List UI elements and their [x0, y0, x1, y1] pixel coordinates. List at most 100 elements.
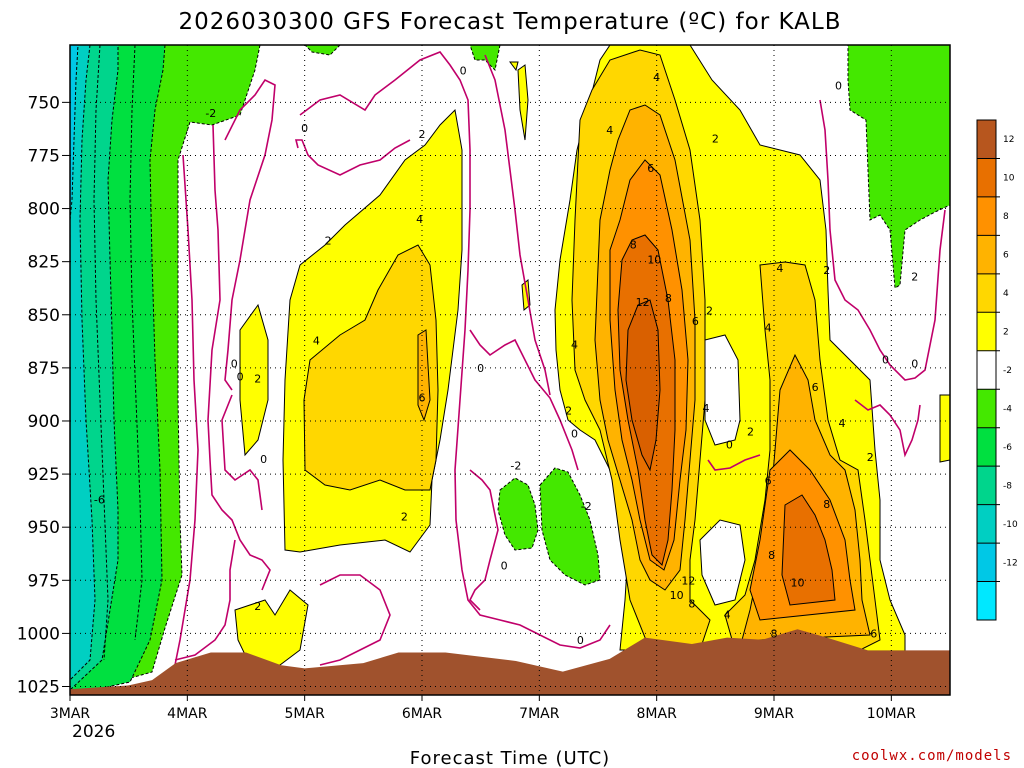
contour-label: 6: [870, 627, 877, 640]
colorbar-label: -12: [1003, 558, 1018, 568]
contour-label: 2: [254, 600, 261, 613]
fill-cold-mid-a: [497, 477, 539, 551]
contour-label: 0: [237, 370, 244, 383]
contour-label: 0: [571, 428, 578, 441]
contour-cold-line-2: [129, 45, 143, 641]
hole-white-a: [704, 334, 741, 446]
zero-isotherm-10: [819, 99, 946, 381]
colorbar-swatch: [977, 273, 996, 313]
colorbar-swatch: [977, 196, 996, 236]
contour-label: 4: [776, 262, 783, 275]
fill-warm-12-main: [625, 299, 661, 472]
fill-cold-top-2: [469, 45, 501, 72]
gridlines: [70, 45, 950, 695]
colorbar-swatch: [977, 543, 996, 583]
contour-label: 2: [712, 132, 719, 145]
fill-cold-8: [70, 45, 96, 681]
contour-label: 12: [636, 296, 650, 309]
colorbar-swatch: [977, 312, 996, 352]
colorbar-label: 6: [1003, 251, 1009, 261]
warm-small-d: [517, 64, 529, 141]
contour-label: 2: [823, 264, 830, 277]
contour-label: 8: [771, 627, 778, 640]
fill-cold-10: [70, 45, 79, 221]
x-tick-label: 6MAR: [402, 706, 443, 722]
contour-label: 4: [724, 608, 731, 621]
y-tick-label: 800: [28, 200, 60, 220]
x-tick-label: 7MAR: [519, 706, 560, 722]
y-tick-label: 750: [28, 93, 60, 113]
contour-label: 4: [702, 402, 709, 415]
zero-isotherm-11: [854, 399, 921, 458]
contour-label: 12: [681, 574, 695, 587]
chart-title: 2026030300 GFS Forecast Temperature (ºC)…: [179, 9, 842, 35]
y-tick-label: 900: [28, 412, 60, 432]
contour-label: 0: [835, 79, 842, 92]
plot-border: [69, 44, 951, 696]
colorbar-label: 2: [1003, 328, 1009, 338]
colorbar-label: -4: [1003, 404, 1012, 414]
zero-isotherm-1: [207, 124, 271, 591]
contour-label: 6: [647, 162, 654, 175]
colorbar-swatch: [977, 235, 996, 275]
colorbar-swatch: [977, 389, 996, 429]
zero-isotherm-8: [294, 139, 411, 176]
contour-label: -2: [205, 107, 216, 120]
zero-isotherm-6: [469, 329, 579, 471]
contour-label: -2: [510, 460, 521, 473]
credit-label: coolwx.com/models: [852, 748, 1012, 764]
zero-isotherm-5: [299, 51, 611, 649]
contour-label: -2: [581, 500, 592, 513]
contour-cold-line: [93, 45, 109, 661]
contour-label: 0: [260, 453, 267, 466]
contour-label: 2: [747, 426, 754, 439]
contour-label: 10: [670, 589, 684, 602]
fill-warm-4-a: [303, 244, 439, 491]
contour-label: 8: [688, 598, 695, 611]
contour-label: 2: [706, 305, 713, 318]
x-axis: 3MAR 4MAR 5MAR 6MAR 7MAR 8MAR 9MAR 10MAR: [50, 695, 916, 722]
colorbar-swatch: [977, 120, 996, 159]
colorbar-swatch: [977, 581, 996, 621]
terrain-fill: [70, 629, 950, 695]
warm-right-small: [939, 394, 950, 463]
colorbar-swatch: [977, 504, 996, 544]
y-tick-label: 1000: [17, 624, 60, 644]
fill-cold-top-1: [304, 45, 341, 56]
colorbar-border: [976, 119, 997, 621]
contour-label: 6: [765, 474, 772, 487]
contour-label: 0: [477, 362, 484, 375]
contour-label: 8: [665, 292, 672, 305]
fill-warm-6-a: [417, 329, 431, 422]
zero-isotherm-7: [469, 469, 499, 611]
zero-isotherm-9: [484, 54, 551, 396]
contour-label: 0: [501, 559, 508, 572]
colorbar-swatch: [977, 350, 996, 390]
contour-label: 0: [301, 122, 308, 135]
zero-isotherm-4: [221, 394, 263, 511]
contour-label: 6: [812, 381, 819, 394]
fill-warm-2-b: [239, 303, 269, 457]
x-tick-label: 9MAR: [754, 706, 795, 722]
contour-label: 10: [790, 576, 804, 589]
colorbar: 12 10 8 6 4 2 -2 -4 -6 -8 -10 -12: [976, 119, 1018, 621]
contour-label: 8: [630, 239, 637, 252]
contour-label: 8: [768, 549, 775, 562]
colorbar-label: 4: [1003, 289, 1009, 299]
contour-label: 4: [571, 339, 578, 352]
fill-cold-right: [847, 45, 950, 289]
contour-label: -6: [94, 494, 105, 507]
x-tick-label: 4MAR: [167, 706, 208, 722]
y-tick-label: 775: [28, 146, 60, 166]
contour-label: 4: [839, 417, 846, 430]
colorbar-swatch: [977, 158, 996, 198]
zero-isotherm-13: [319, 574, 391, 666]
colorbar-label: -2: [1003, 366, 1012, 376]
contour-label: 0: [460, 64, 467, 77]
colorbar-label: 10: [1003, 174, 1015, 184]
contour-label: 2: [911, 271, 918, 284]
zero-isotherm-14: [174, 539, 236, 661]
